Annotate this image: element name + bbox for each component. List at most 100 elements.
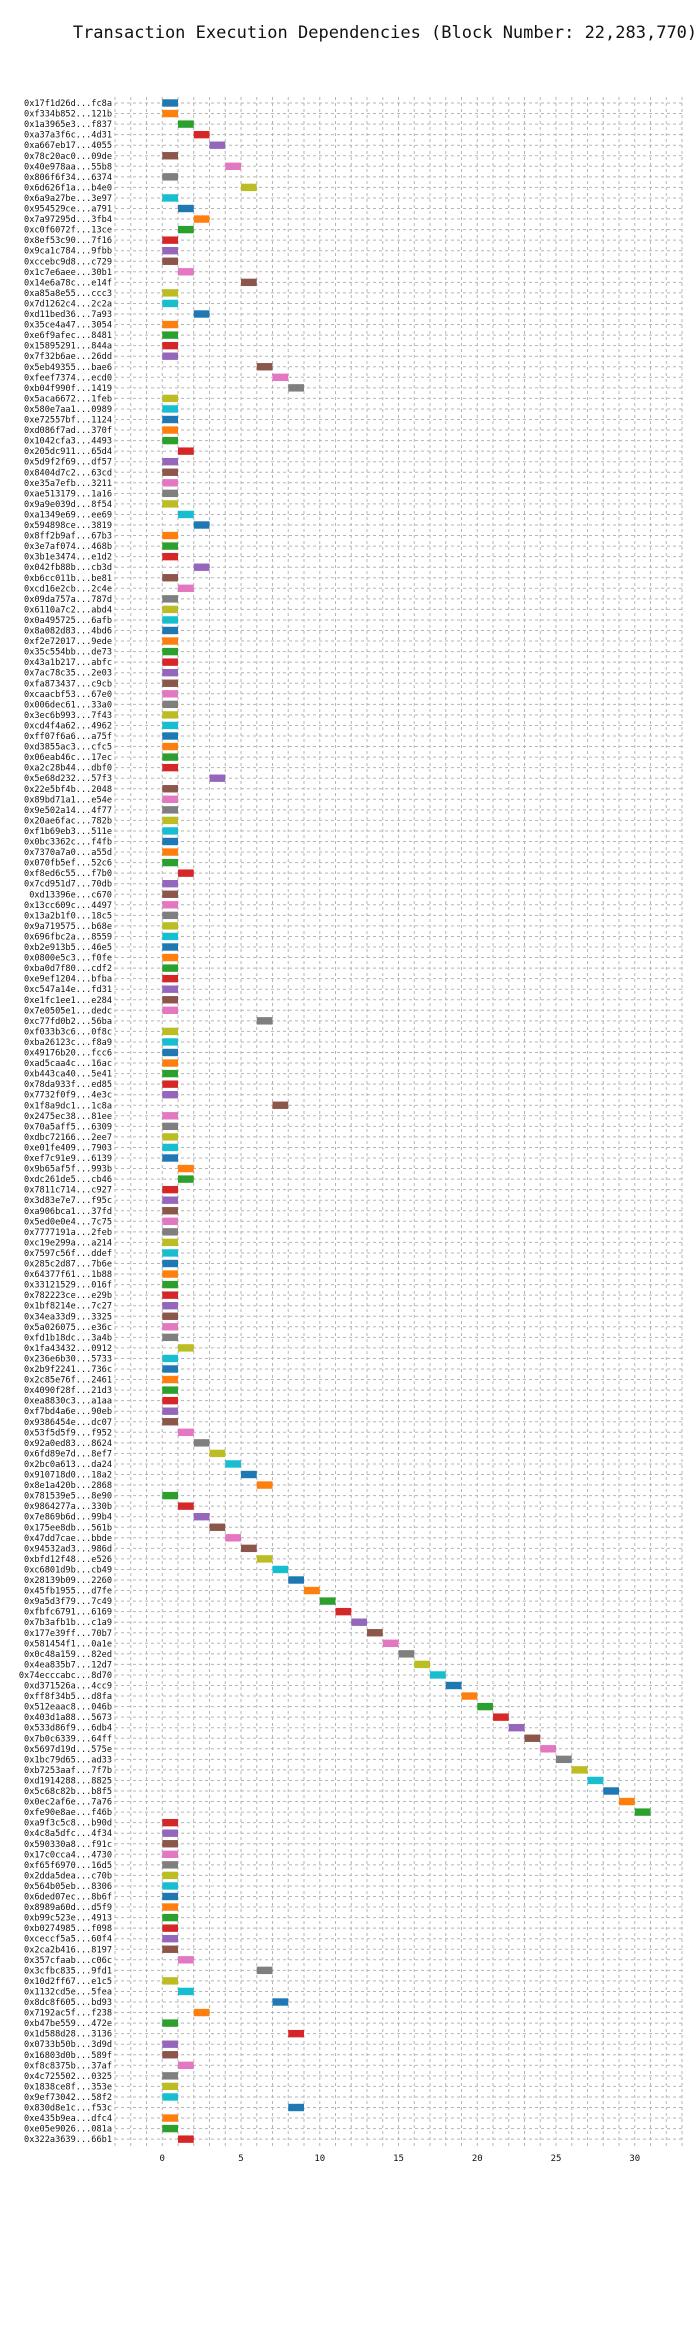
dependency-bar [162, 679, 178, 687]
y-tick-label: 0x177e39ff...70b7 [24, 1629, 112, 1639]
y-tick-label: 0x781539e5...8e90 [24, 1492, 112, 1502]
y-tick-label: 0x175ee8db...561b [24, 1523, 112, 1533]
dependency-bar [272, 1565, 289, 1574]
y-tick-label: 0xea8830c3...a1aa [24, 1397, 112, 1407]
y-tick-label: 0xc19e299a...a214 [24, 1238, 112, 1248]
y-tick-label: 0xcd16e2cb...2c4e [24, 584, 112, 594]
dependency-bar [162, 152, 178, 160]
dependency-bar [178, 2135, 194, 2143]
y-tick-label: 0x0800e5c3...f0fe [24, 954, 112, 964]
dependency-bar [162, 415, 178, 424]
y-tick-label: 0xe6f9afec...8481 [24, 331, 112, 341]
y-tick-label: 0xef7c91e9...6139 [24, 1154, 112, 1164]
y-tick-label: 0x782223ce...e29b [24, 1291, 112, 1301]
dependency-bar [162, 1818, 178, 1827]
dependency-bar [524, 1734, 541, 1742]
y-tick-label: 0x6ded07ec...8b6f [24, 1893, 112, 1903]
dependency-bar [162, 1935, 178, 1943]
y-tick-label: 0x17f1d26d...fc8a [24, 99, 112, 109]
y-tick-label: 0x236e6b30...5733 [24, 1354, 112, 1364]
y-tick-label: 0xf2e72017...9ede [24, 637, 112, 647]
dependency-bar [225, 1460, 241, 1468]
dependency-bar [162, 1185, 178, 1194]
dependency-bar [162, 1112, 178, 1120]
y-tick-label: 0x205dc911...65d4 [24, 447, 112, 457]
dependency-bar [430, 1671, 446, 1679]
x-axis-labels: 0 5 10 15 20 25 30 [160, 2154, 641, 2164]
y-tick-label: 0x35ce4a47...3054 [24, 321, 112, 331]
dependency-bar [162, 785, 178, 793]
dependency-bar [162, 426, 178, 434]
y-tick-label: 0xba0d7f80...cdf2 [24, 964, 112, 974]
dependency-bar [162, 2082, 178, 2091]
y-tick-label: 0xa9f3c5c8...b90d [24, 1819, 112, 1829]
y-tick-label: 0x5e68d232...57f3 [24, 774, 112, 784]
y-tick-label: 0x6110a7c2...abd4 [24, 605, 112, 615]
y-tick-label: 0x89bd71a1...e54e [24, 795, 112, 805]
dependency-bar [162, 1080, 178, 1088]
dependency-bar [178, 869, 194, 877]
y-tick-label: 0xdbc72166...2ee7 [24, 1133, 112, 1143]
dependency-bar [304, 1586, 320, 1595]
dependency-bar [162, 1829, 178, 1837]
dependency-bar [256, 1555, 273, 1563]
dependency-bar [162, 647, 178, 656]
dependency-bar [162, 1270, 178, 1278]
dependency-bar [162, 1207, 178, 1215]
y-tick-label: 0xe1fc1ee1...e284 [24, 996, 112, 1006]
y-tick-label: 0x28139b09...2260 [24, 1576, 112, 1586]
dependency-bar [178, 120, 194, 128]
dependency-bar [272, 373, 289, 381]
dependency-bar [162, 2019, 178, 2027]
y-tick-label: 0xc6801d9b...cb49 [24, 1565, 112, 1575]
dependency-bar [178, 1502, 194, 1510]
dependency-bar [162, 1280, 178, 1289]
dependency-bar [178, 225, 194, 234]
y-tick-label: 0xfe90e8ae...f46b [24, 1808, 112, 1818]
dependency-bar [256, 1481, 273, 1489]
dependency-bar [162, 911, 178, 920]
y-tick-label: 0xfa873437...c9cb [24, 679, 112, 689]
y-tick-label: 0x45fb1955...d7fe [24, 1587, 112, 1597]
y-tick-label: 0x43a1b217...abfc [24, 658, 112, 668]
dependency-bar [209, 774, 226, 782]
y-tick-label: 0x9ef73042...58f2 [24, 2093, 112, 2103]
y-tick-label: 0x8404d7c2...63cd [24, 468, 112, 478]
dependency-bar [162, 1861, 178, 1869]
y-tick-label: 0xb6cc011b...be81 [24, 574, 112, 584]
y-tick-label: 0x9b65af5f...993b [24, 1165, 112, 1175]
y-tick-label: 0x2dda5dea...c70b [24, 1871, 112, 1881]
dependency-bar [241, 278, 257, 287]
y-tick-label: 0xf65f6970...16d5 [24, 1861, 112, 1871]
dependency-bar [162, 658, 178, 666]
dependency-bar [162, 1048, 178, 1057]
y-tick-label: 0x3d83e7e7...f95c [24, 1196, 112, 1206]
y-tick-label: 0x47dd7cae...bbde [24, 1534, 112, 1544]
dependency-bar [193, 130, 210, 139]
dependency-bar [382, 1639, 399, 1647]
y-tick-label: 0x696fbc2a...8559 [24, 932, 112, 942]
dependency-bar [162, 1882, 178, 1890]
y-tick-label: 0x5d9f2f69...df57 [24, 458, 112, 468]
y-tick-label: 0xa906bca1...37fd [24, 1207, 112, 1217]
dependency-bar [193, 2008, 210, 2017]
dependency-bar [162, 1038, 178, 1046]
dependency-bar [162, 1228, 178, 1236]
dependency-bar [162, 806, 178, 814]
x-tick-label: 5 [238, 2154, 243, 2164]
dependency-bar [162, 1365, 178, 1373]
x-tick-label: 25 [551, 2154, 562, 2164]
y-tick-label: 0x3ec6b993...7f43 [24, 711, 112, 721]
dependency-bar [319, 1597, 336, 1605]
y-tick-label: 0x070fb5ef...52c6 [24, 859, 112, 869]
dependency-bar [162, 1238, 178, 1247]
dependency-bar [414, 1660, 430, 1669]
y-tick-label: 0xe01fe409...7903 [24, 1143, 112, 1153]
dependency-bar [272, 1998, 289, 2006]
dependency-bar [162, 1069, 178, 1078]
dependency-bar [256, 1017, 273, 1025]
y-tick-label: 0xd3855ac3...cfc5 [24, 743, 112, 753]
dependency-bar [162, 816, 178, 825]
y-tick-label: 0x14e6a78c...e14f [24, 278, 112, 288]
